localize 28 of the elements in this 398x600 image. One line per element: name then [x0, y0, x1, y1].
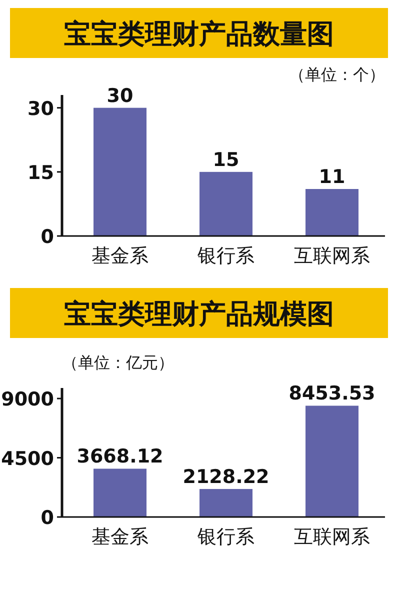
bar [94, 108, 146, 236]
data-label: 15 [212, 148, 240, 171]
y-tick-label: 0 [40, 226, 54, 248]
data-label: 11 [318, 166, 346, 188]
bar [306, 406, 358, 517]
y-tick-label: 9000 [1, 388, 54, 411]
text: （单位：亿元） [62, 353, 174, 372]
x-tick-label: 互联网系 [294, 245, 370, 267]
chart-title: 宝宝类理财产品规模图 [64, 299, 334, 330]
bar [200, 488, 252, 517]
data-label: 3668.12 [76, 446, 164, 468]
x-tick-label: 银行系 [196, 526, 254, 548]
bar [200, 172, 252, 236]
chart-title: 宝宝类理财产品数量图 [64, 19, 334, 50]
text: （单位：个） [289, 65, 385, 84]
x-tick-label: 基金系 [92, 526, 148, 548]
x-tick-label: 互联网系 [294, 526, 370, 548]
data-label: 30 [106, 84, 134, 107]
bar [94, 468, 146, 517]
y-tick-label: 0 [40, 507, 54, 529]
data-label: 8453.53 [288, 382, 376, 405]
bar [306, 189, 358, 236]
x-tick-label: 基金系 [92, 245, 148, 267]
y-tick-label: 15 [28, 162, 54, 184]
x-tick-label: 银行系 [196, 245, 254, 267]
y-tick-label: 30 [28, 98, 54, 120]
data-label: 2128.22 [182, 466, 270, 488]
y-tick-label: 4500 [1, 448, 54, 470]
